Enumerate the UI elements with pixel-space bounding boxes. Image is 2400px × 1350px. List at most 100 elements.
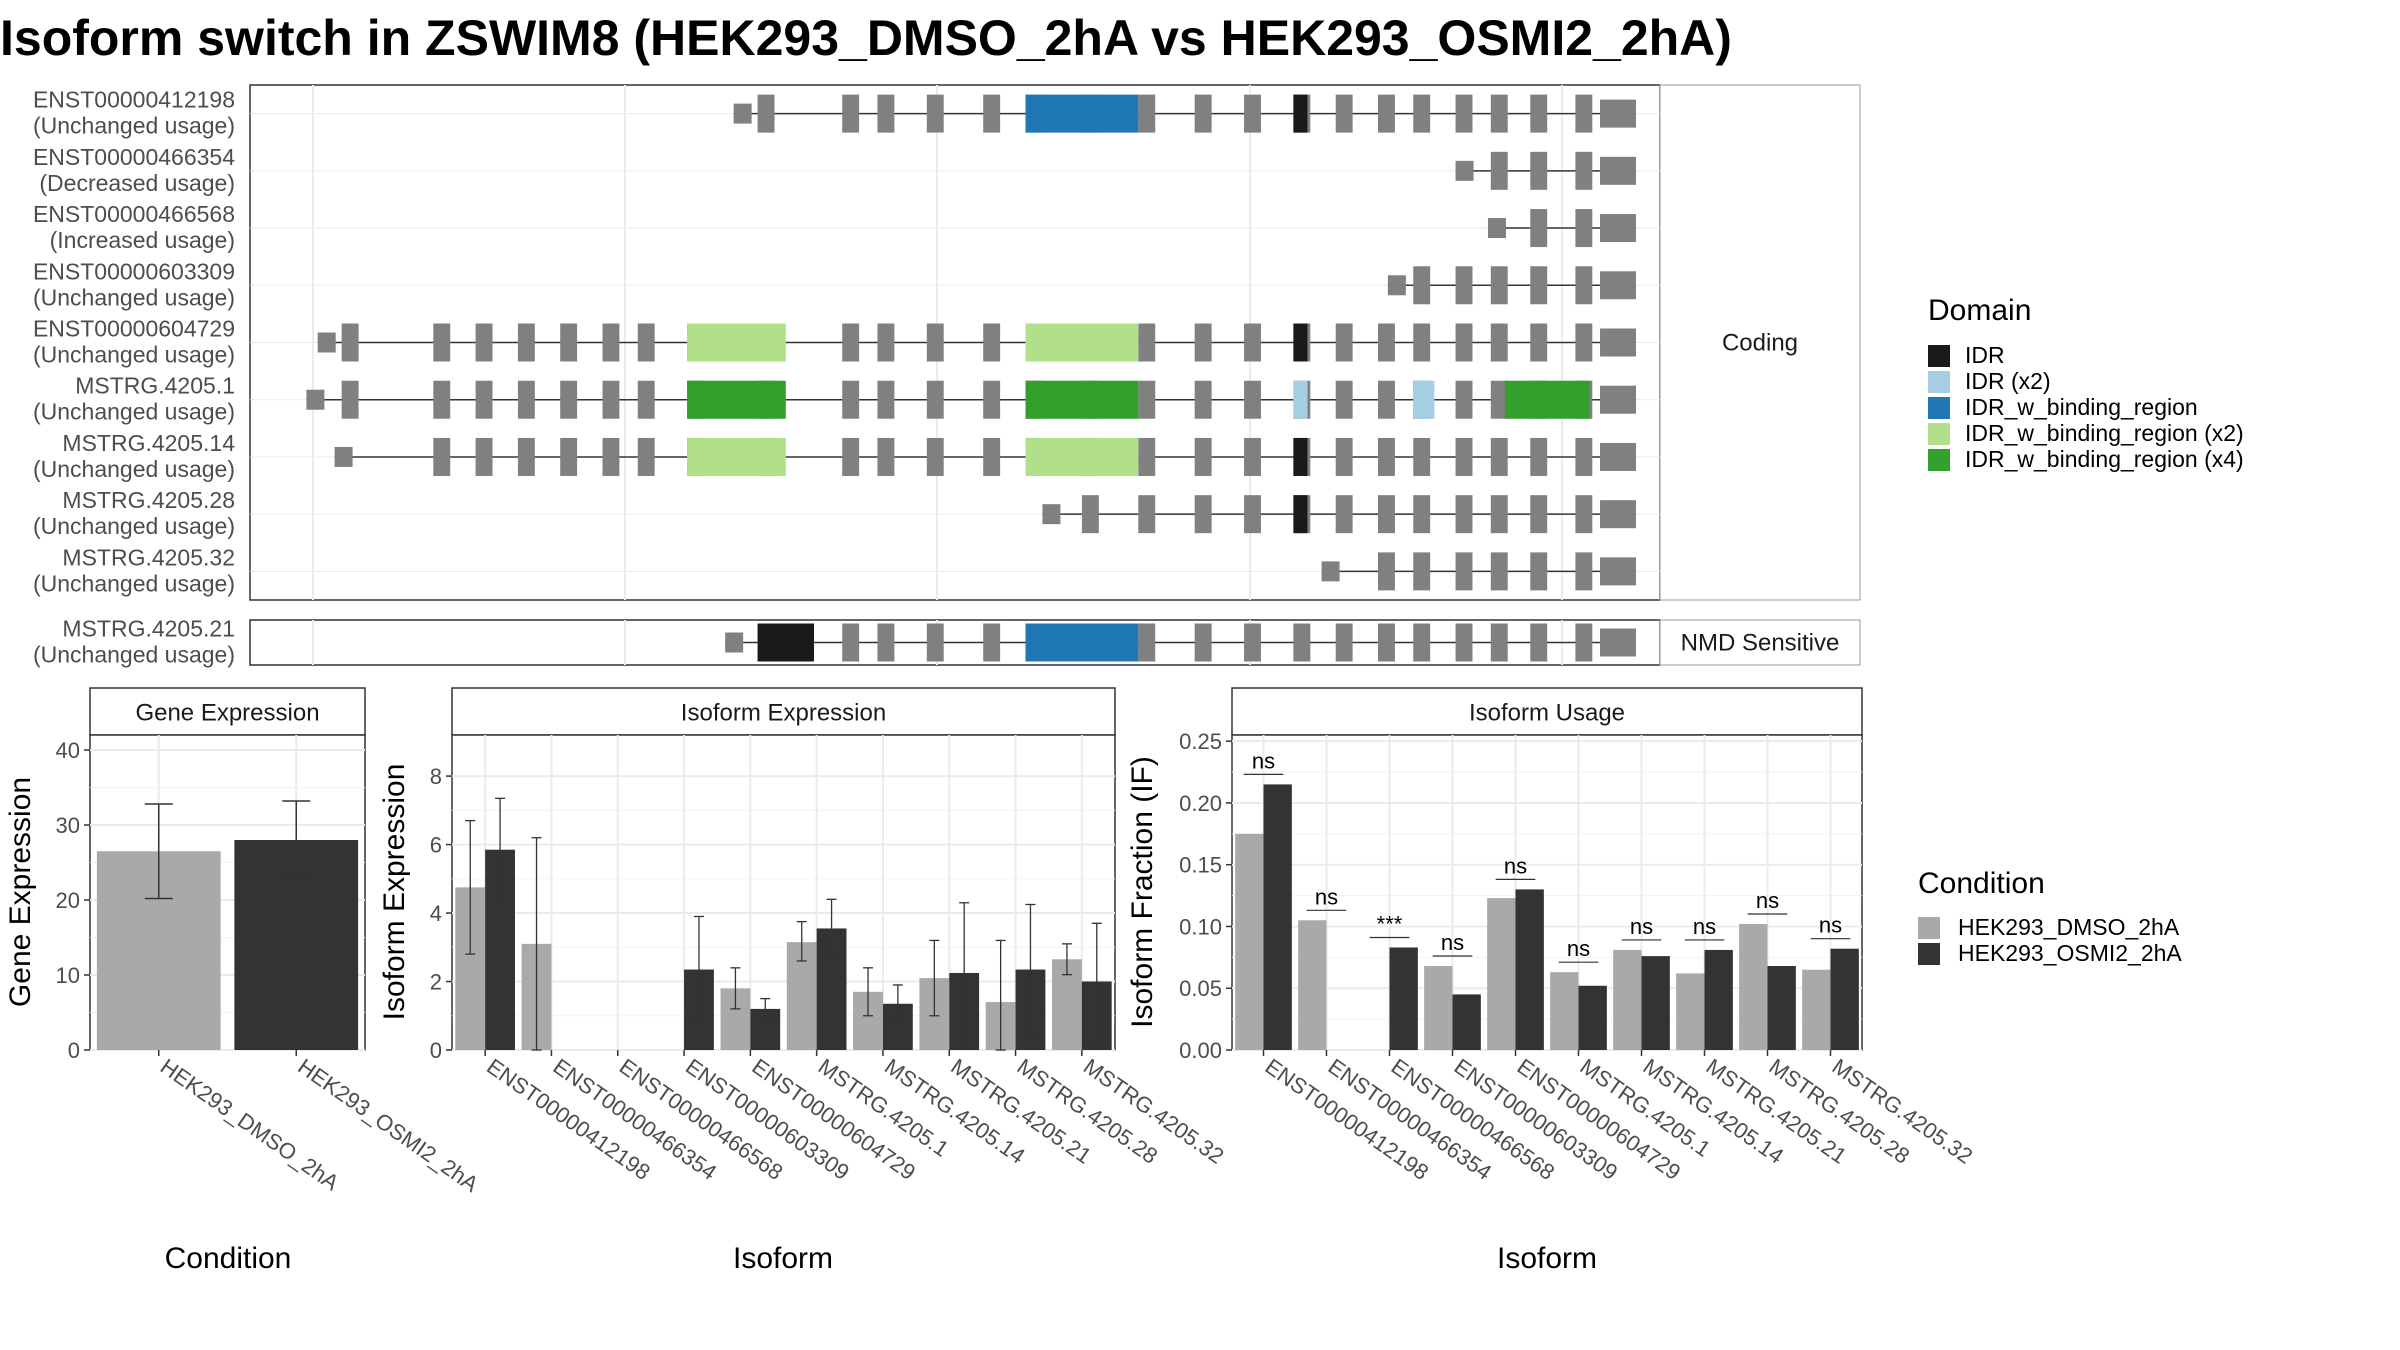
exon-block	[1244, 380, 1261, 419]
exon-block	[983, 94, 1001, 133]
transcript-row	[1042, 495, 1637, 534]
transcript-id-label: ENST00000466568	[33, 201, 235, 227]
transcript-row	[334, 437, 1637, 476]
condition-legend-swatch	[1918, 917, 1940, 939]
isoform-usage-bar	[1739, 924, 1768, 1050]
exon-block	[602, 437, 620, 476]
domain-block	[1025, 94, 1139, 133]
isoform-usage-bar	[1830, 948, 1859, 1050]
exon-block	[1455, 323, 1473, 362]
exon-block	[1244, 323, 1261, 362]
plot-title: Isoform switch in ZSWIM8 (HEK293_DMSO_2h…	[0, 10, 1732, 66]
x-axis-label: Condition	[165, 1242, 292, 1275]
isoform-usage-bar	[1452, 994, 1481, 1050]
isoform-usage-bar	[1235, 833, 1264, 1050]
isoform-usage-bar	[1263, 784, 1292, 1050]
transcript-id-label: MSTRG.4205.28	[62, 487, 235, 513]
y-tick-label: 6	[430, 833, 442, 858]
gene-expression-panel: Gene Expression010203040HEK293_DMSO_2hAH…	[4, 687, 483, 1275]
exon-block	[842, 380, 860, 419]
domain-block	[1413, 380, 1435, 419]
panel-strip	[1231, 687, 1863, 736]
utr-block	[1600, 442, 1637, 471]
exon-block	[1575, 437, 1593, 476]
exon-block	[983, 380, 1001, 419]
utr-block	[1042, 504, 1061, 525]
transcript-id-label: MSTRG.4205.32	[62, 544, 235, 570]
exon-block	[1455, 552, 1473, 591]
domain-block	[1293, 437, 1308, 476]
exon-block	[926, 437, 944, 476]
exon-block	[560, 380, 578, 419]
exon-block	[842, 437, 860, 476]
utr-block	[725, 632, 744, 653]
exon-block	[1244, 495, 1261, 534]
exon-block	[1138, 495, 1156, 534]
transcript-id-label: ENST00000466354	[33, 144, 235, 170]
domain-block	[1025, 323, 1139, 362]
isoform-usage-bar	[1487, 898, 1516, 1050]
exon-block	[1455, 495, 1473, 534]
transcript-id-label: MSTRG.4205.1	[75, 373, 235, 399]
exon-block	[926, 623, 944, 662]
transcript-row	[1387, 266, 1637, 305]
transcript-row	[1487, 209, 1637, 248]
transcript-usage-label: (Unchanged usage)	[33, 570, 235, 596]
exon-block	[1575, 552, 1593, 591]
exon-block	[1335, 94, 1353, 133]
exon-block	[983, 623, 1001, 662]
exon-block	[1194, 323, 1212, 362]
exon-block	[1413, 323, 1431, 362]
utr-block	[1387, 275, 1406, 296]
y-tick-label: 0.05	[1179, 976, 1222, 1001]
exon-block	[341, 323, 359, 362]
exon-block	[1530, 437, 1548, 476]
exon-block	[560, 437, 578, 476]
utr-block	[317, 332, 336, 353]
exon-block	[1138, 380, 1156, 419]
exon-block	[1335, 323, 1353, 362]
domain-block	[687, 323, 786, 362]
exon-block	[1530, 266, 1548, 305]
transcript-row	[317, 323, 1637, 362]
transcript-usage-label: (Unchanged usage)	[33, 284, 235, 310]
exon-block	[637, 437, 655, 476]
significance-label: ns	[1504, 853, 1527, 878]
exon-block	[517, 437, 535, 476]
significance-label: ns	[1819, 913, 1842, 938]
exon-block	[1138, 437, 1156, 476]
utr-block	[1600, 99, 1637, 128]
domain-block	[1025, 380, 1139, 419]
exon-block	[1378, 552, 1395, 591]
domain-legend-label: IDR	[1965, 342, 2005, 368]
significance-label: ns	[1441, 930, 1464, 955]
exon-block	[926, 323, 944, 362]
exon-block	[1490, 552, 1508, 591]
y-tick-label: 0	[430, 1038, 442, 1063]
exon-block	[1455, 380, 1473, 419]
significance-label: ***	[1377, 911, 1403, 936]
exon-block	[1530, 209, 1548, 248]
isoform-usage-bar	[1802, 969, 1831, 1050]
domain-block	[1293, 94, 1308, 133]
exon-block	[1490, 495, 1508, 534]
exon-block	[1244, 437, 1261, 476]
exon-block	[1490, 323, 1508, 362]
exon-block	[842, 94, 860, 133]
y-tick-label: 30	[56, 813, 80, 838]
domain-block	[1025, 623, 1139, 662]
panel-title: Isoform Expression	[681, 700, 886, 727]
utr-block	[1487, 218, 1506, 239]
transcript-row	[306, 380, 1637, 419]
exon-block	[1194, 623, 1212, 662]
y-tick-label: 0.00	[1179, 1038, 1222, 1063]
y-axis-label: Isoform Fraction (IF)	[1126, 756, 1159, 1028]
exon-block	[1293, 623, 1311, 662]
exon-block	[475, 437, 493, 476]
panel-border	[451, 734, 1116, 1051]
isoform-usage-bar	[1550, 972, 1579, 1050]
y-tick-label: 0	[68, 1038, 80, 1063]
condition-legend-swatch	[1918, 943, 1940, 965]
utr-block	[1600, 557, 1637, 586]
